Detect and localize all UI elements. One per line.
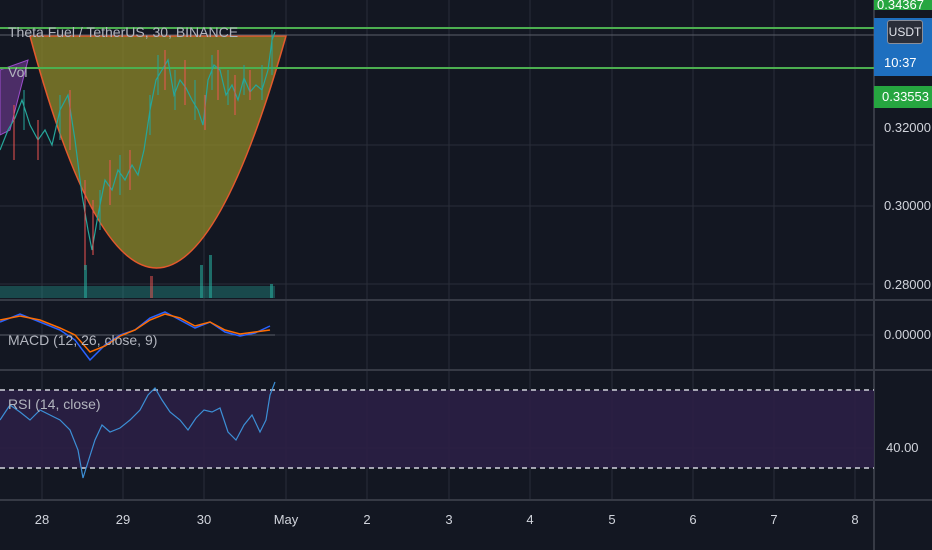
- rsi-line: [0, 381, 276, 479]
- date-tick: 4: [526, 512, 534, 527]
- volume-bars: [0, 255, 275, 298]
- price-tick: 0.28000: [884, 277, 931, 292]
- candle-wicks-green: [23, 30, 273, 230]
- countdown-badge: 10:37: [874, 54, 932, 72]
- macd-tick: 0.00000: [884, 327, 931, 342]
- signal-line: [0, 313, 271, 353]
- macd-pane: [0, 311, 275, 362]
- symbol-title[interactable]: Theta Fuel / TetherUS, 30, BINANCE: [8, 24, 239, 40]
- left-triangle-drawing[interactable]: [0, 59, 29, 136]
- date-tick: 7: [770, 512, 778, 527]
- mid-price-badge: 0.33553: [874, 86, 932, 108]
- date-tick: 2: [363, 512, 371, 527]
- date-tick: 6: [689, 512, 697, 527]
- currency-selector[interactable]: USDT: [887, 20, 923, 44]
- date-tick: 3: [445, 512, 453, 527]
- date-tick: 29: [115, 512, 131, 527]
- date-tick: 5: [608, 512, 616, 527]
- rsi-tick: 40.00: [886, 440, 919, 455]
- cup-pattern-drawing[interactable]: [29, 35, 287, 269]
- date-tick: 30: [196, 512, 212, 527]
- date-tick: 28: [34, 512, 50, 527]
- rsi-label[interactable]: RSI (14, close): [8, 396, 101, 412]
- top-price-badge: 0.34367: [874, 0, 932, 10]
- date-tick: 8: [851, 512, 859, 527]
- macd-label[interactable]: MACD (12, 26, close, 9): [8, 332, 158, 348]
- rsi-band: [0, 390, 874, 468]
- date-tick: May: [273, 512, 299, 527]
- macd-line: [0, 311, 271, 362]
- price-tick: 0.30000: [884, 198, 931, 213]
- price-tick: 0.32000: [884, 120, 931, 135]
- candle-wicks: [13, 50, 251, 270]
- volume-label[interactable]: Vol: [8, 64, 28, 80]
